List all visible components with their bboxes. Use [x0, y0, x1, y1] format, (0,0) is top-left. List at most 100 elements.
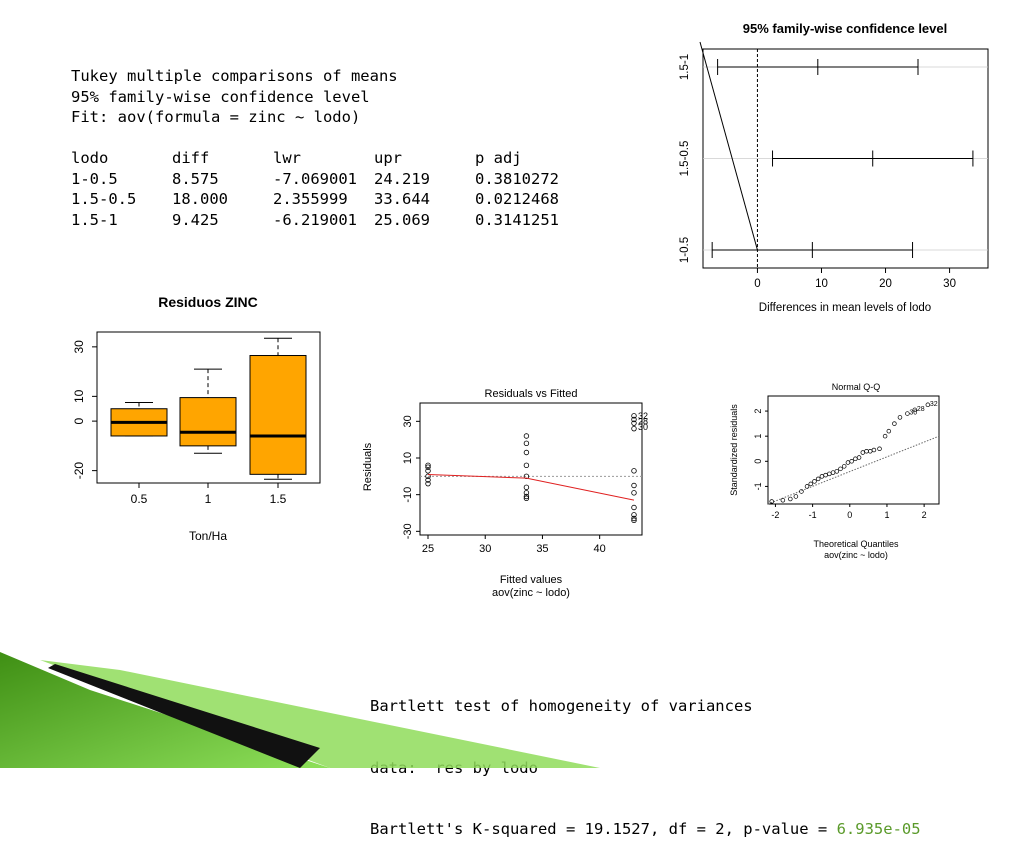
qq-point — [925, 402, 931, 408]
y-tick-label: 10 — [402, 452, 414, 464]
bartlett-stat: Bartlett's K-squared = 19.1527, df = 2, … — [370, 819, 921, 840]
chart-subtitle: aov(zinc ~ lodo) — [492, 587, 570, 599]
point-label: 30 — [638, 422, 648, 432]
tukey-header: diff — [172, 149, 210, 167]
residual-point — [631, 512, 637, 518]
residual-point — [425, 473, 431, 480]
x-tick-label: 1.5 — [270, 492, 287, 506]
qq-point — [860, 450, 866, 455]
qq-point — [830, 470, 836, 475]
plot-frame — [419, 402, 643, 536]
tukey-cell: 33.644 — [374, 190, 430, 208]
qq-point — [841, 464, 847, 469]
bartlett-output: Bartlett test of homogeneity of variance… — [370, 655, 921, 860]
x-tick-label: 0 — [754, 278, 760, 290]
bartlett-p-value: 6.935e-05 — [836, 820, 921, 838]
chart-title: Residuos ZINC — [158, 294, 258, 310]
tukey-cell: 18.000 — [172, 190, 228, 208]
qq-point — [853, 456, 858, 462]
tukey-header: lwr — [273, 149, 301, 167]
tukey-cell: -7.069001 — [273, 169, 357, 188]
qq-point — [856, 455, 862, 460]
y-tick-label: 1-0.5 — [679, 237, 691, 263]
x-tick-label: 1 — [884, 510, 889, 520]
tukey-row: 1.5-1 9.425 -6.219001 25.069 0.3141251 — [71, 210, 576, 231]
x-tick-label: 20 — [879, 278, 892, 290]
tukey-cell: -6.219001 — [273, 210, 357, 229]
x-axis-label: Fitted values — [500, 574, 563, 586]
chart-title: Residuals vs Fitted — [485, 388, 578, 400]
x-tick-label: 0.5 — [131, 492, 148, 506]
box — [249, 355, 307, 475]
tukey-header: p adj — [475, 149, 522, 167]
y-tick-label: 30 — [72, 340, 86, 354]
qq-point — [877, 446, 882, 451]
qq-point — [912, 407, 918, 413]
residual-point — [425, 462, 431, 469]
qq-point — [834, 469, 840, 474]
x-axis-label: Theoretical Quantiles — [813, 539, 899, 549]
y-tick-label: 1.5-1 — [679, 54, 691, 80]
qq-point — [812, 479, 817, 484]
tukey-cell: 8.575 — [172, 169, 219, 188]
y-tick-label: -1 — [753, 482, 763, 490]
tukey-row: 1-0.5 8.575 -7.069001 24.219 0.3810272 — [71, 169, 576, 190]
residual-point — [631, 490, 637, 496]
residual-point — [631, 413, 637, 419]
qq-point — [827, 471, 832, 477]
green-corner-shape — [0, 652, 330, 768]
qq-point — [871, 447, 877, 453]
tukey-title: Tukey multiple comparisons of means — [71, 67, 398, 85]
smooth-line — [427, 474, 635, 501]
tukey-row: 1.5-0.5 18.000 2.355999 33.644 0.0212468 — [71, 189, 576, 210]
residual-point — [631, 416, 637, 423]
residual-point — [523, 495, 530, 502]
y-tick-label: -10 — [402, 487, 414, 503]
residual-point — [631, 517, 637, 524]
residual-point — [523, 462, 530, 469]
box — [179, 397, 237, 447]
point-label: 32 — [930, 401, 938, 408]
x-tick-label: -2 — [771, 510, 779, 520]
point-label: 30 — [909, 410, 917, 417]
y-tick-label: 10 — [72, 389, 86, 403]
residual-point — [523, 493, 530, 500]
residual-point — [631, 482, 637, 489]
x-axis-label: Ton/Ha — [189, 529, 227, 543]
qq-point — [769, 499, 774, 504]
qq-point — [780, 497, 786, 503]
tukey-cell: 0.3810272 — [475, 169, 559, 188]
residual-point — [425, 477, 431, 483]
qq-point — [838, 466, 843, 472]
x-tick-label: 30 — [943, 278, 956, 290]
diagonal-line — [699, 41, 758, 251]
y-tick-label: -30 — [402, 523, 414, 539]
chart-subtitle: aov(zinc ~ lodo) — [824, 550, 888, 560]
x-tick-label: 35 — [536, 543, 548, 555]
residual-point — [523, 484, 530, 491]
tukey-level: 95% family-wise confidence level — [71, 87, 370, 106]
boxplot-chart: Residuos ZINC Ton/Ha 0.5 1 1.5 -20 0 10 30 — [72, 294, 321, 543]
normal-qq-chart: Normal Q-Q Theoretical Quantiles aov(zin… — [729, 382, 940, 560]
bartlett-title: Bartlett test of homogeneity of variance… — [370, 697, 753, 715]
chart-title: Normal Q-Q — [832, 382, 881, 392]
residual-point — [523, 433, 530, 439]
qq-point — [867, 449, 873, 454]
qq-point — [788, 496, 793, 502]
qq-point — [886, 428, 892, 434]
tukey-cell: 0.0212468 — [475, 190, 559, 208]
qq-point — [905, 411, 910, 416]
point-label: 28 — [917, 406, 925, 413]
x-tick-label: 30 — [479, 543, 491, 555]
residual-point — [631, 420, 637, 426]
x-tick-label: 2 — [922, 510, 927, 520]
y-tick-label: 1.5-0.5 — [679, 141, 691, 177]
residual-point — [631, 515, 637, 522]
tukey-cell: 1.5-1 — [71, 210, 118, 229]
qq-point — [845, 460, 851, 465]
y-axis-label: Residuals — [362, 442, 374, 491]
bartlett-stat-prefix: Bartlett's K-squared = 19.1527, df = 2, … — [370, 820, 837, 838]
x-tick-label: 1 — [205, 492, 212, 506]
tukey-output: Tukey multiple comparisons of means 95% … — [71, 66, 576, 230]
qq-point — [815, 476, 821, 482]
